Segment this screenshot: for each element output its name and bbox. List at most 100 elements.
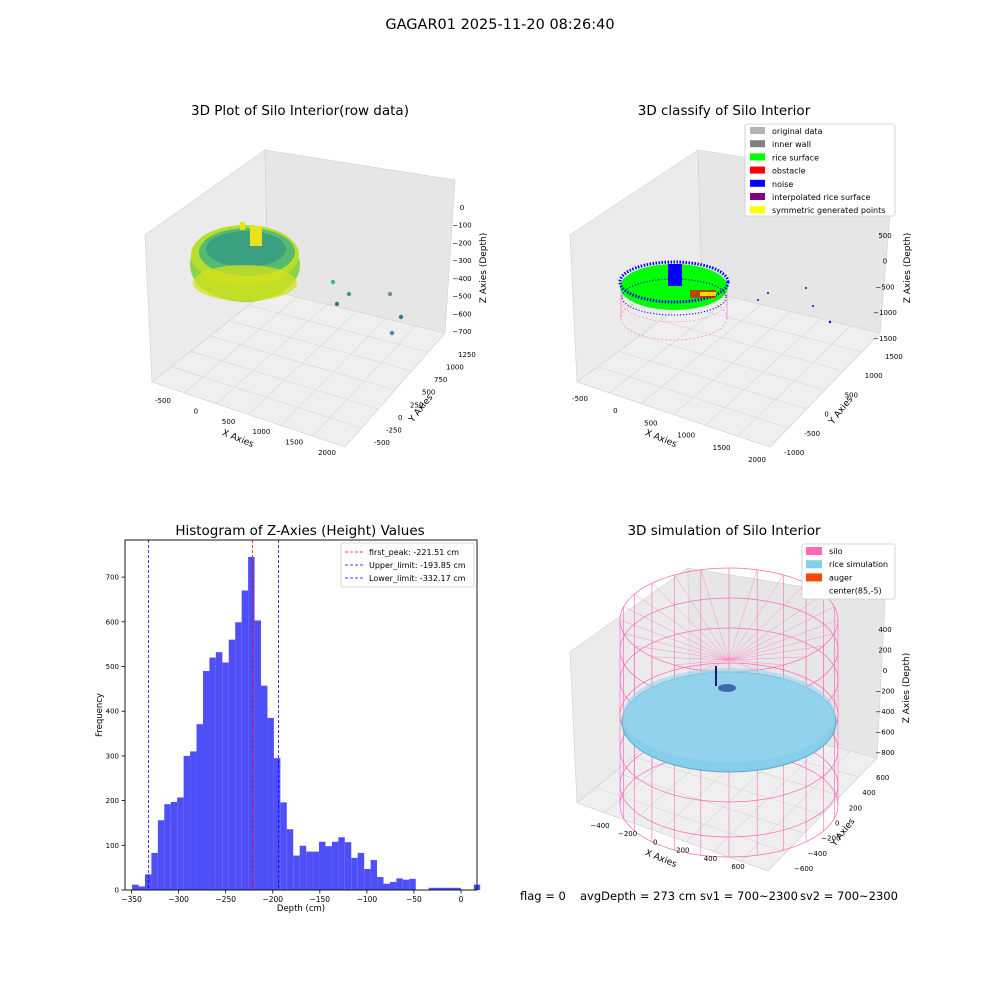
simulation-y-tick-label: 400 xyxy=(862,789,875,797)
simulation-z-tick-label: −400 xyxy=(875,708,894,716)
gridline xyxy=(216,304,328,404)
figure-suptitle: GAGAR01 2025-11-20 08:26:40 xyxy=(385,17,615,33)
x-tick-label: −200 xyxy=(262,895,283,904)
histogram-bar xyxy=(164,804,171,890)
raw-y-tick-labels: -500 -250 0 250 500 750 1000 1250 xyxy=(374,351,476,447)
classify-y-tick-label: 1000 xyxy=(865,372,883,380)
histogram-bar xyxy=(306,851,313,890)
raw-y-tick-label: 250 xyxy=(410,401,423,409)
y-tick-label: 600 xyxy=(106,618,119,626)
gridline xyxy=(312,325,416,437)
x-tick-label: −350 xyxy=(121,895,142,904)
classify-y-tick-label: 500 xyxy=(845,391,858,399)
silo-roof-strut xyxy=(728,574,784,661)
legend-label: rice simulation xyxy=(829,560,888,569)
histogram-bar xyxy=(364,868,371,890)
simulation-z-tick-label: −800 xyxy=(875,749,894,757)
histogram-bar xyxy=(215,652,223,890)
raw-x-tick-labels: -500 0 500 1000 1500 2000 xyxy=(155,397,336,457)
histogram-bar xyxy=(383,883,390,890)
silo-roof-strut xyxy=(623,633,730,661)
histogram-plot-frame xyxy=(124,539,478,891)
legend-swatch xyxy=(806,573,822,582)
gridline xyxy=(248,311,357,415)
raw-y-tick-label: 1000 xyxy=(446,364,464,372)
classify-y-tick-label: -1000 xyxy=(784,449,804,457)
legend-label: symmetric generated points xyxy=(772,206,885,215)
y-tick-label: 300 xyxy=(106,752,119,760)
raw-z-tick-label: −200 xyxy=(452,239,471,247)
raw-z-tick-label: −400 xyxy=(452,275,471,283)
footer-sv2: sv2 = 700~2300 xyxy=(800,889,898,903)
silo-roof-strut xyxy=(728,606,835,661)
histogram-bar xyxy=(248,556,255,890)
histogram-bar xyxy=(183,755,191,890)
silo-roof-strut xyxy=(674,574,730,661)
legend-label: silo xyxy=(829,547,843,556)
simulation-x-tick-label: −400 xyxy=(590,822,609,830)
raw-y-tick-label: 0 xyxy=(398,414,402,422)
silo-roof-strut xyxy=(700,659,730,671)
gridline xyxy=(280,318,387,426)
histogram-bar xyxy=(299,845,307,890)
legend-swatch xyxy=(750,153,765,161)
simulation-y-tick-label: −200 xyxy=(821,835,840,843)
raw-y-tick-label: 1250 xyxy=(458,351,476,359)
raw-3d-chart: -500 0 500 1000 1500 2000 -500 -250 0 250 500 750 1… xyxy=(144,149,489,457)
histogram-bar xyxy=(441,887,448,890)
simulation-x-tick-label: 400 xyxy=(704,855,717,863)
silo-roof-strut xyxy=(728,645,824,661)
classify-y-axis-label: Y Axies xyxy=(827,395,856,428)
raw-z-tick-label: −300 xyxy=(452,257,471,265)
raw-x-tick-label: 0 xyxy=(194,407,198,415)
silo-roof-strut xyxy=(651,583,730,661)
x-tick-label: −150 xyxy=(309,895,330,904)
histogram-y-axis-label: Frequency xyxy=(95,693,105,737)
gridline xyxy=(769,332,881,448)
histogram-bar xyxy=(338,837,345,890)
gridline xyxy=(151,289,269,383)
classify-z-tick-label: 500 xyxy=(878,232,891,240)
gridline xyxy=(737,325,851,437)
x-tick-label: 0 xyxy=(459,895,464,904)
histogram-x-ticks: −350 −300 −250 −200 −150 −100 −50 0 xyxy=(121,890,464,904)
histogram-bar xyxy=(190,751,197,890)
legend-swatch xyxy=(750,179,765,187)
gridline xyxy=(767,757,878,872)
footer-sv1: sv1 = 700~2300 xyxy=(700,889,798,903)
raw-y-tick-label: 500 xyxy=(422,389,435,397)
silo-roof-strut xyxy=(728,583,807,661)
histogram-bar xyxy=(254,620,261,890)
simulation-y-tick-label: 200 xyxy=(849,804,862,812)
legend-swatch xyxy=(750,166,765,174)
raw-gridlines xyxy=(151,289,446,448)
histogram-bar xyxy=(209,657,216,890)
silo-roof-strut xyxy=(634,593,730,661)
raw-y-tick-label: -250 xyxy=(386,426,402,434)
classify-z-tick-label: −1500 xyxy=(873,335,897,343)
histogram-bar xyxy=(331,841,339,890)
classify-legend: original data inner wall rice surface obsta… xyxy=(744,123,896,217)
legend-swatch xyxy=(806,560,822,569)
simulation-x-tick-label: 600 xyxy=(731,863,744,871)
gridline xyxy=(183,296,298,394)
legend-swatch xyxy=(750,193,765,200)
gridline xyxy=(713,744,824,852)
histogram-bar xyxy=(267,717,274,890)
legend-label: center(85,-5) xyxy=(829,587,882,596)
classify-z-tick-label: −1000 xyxy=(873,309,897,317)
classify-x-tick-label: 1000 xyxy=(677,432,695,440)
simulation-x-tick-label: 200 xyxy=(676,847,689,855)
gridline xyxy=(633,756,823,815)
raw-z-axis-label: Z Axies (Depth) xyxy=(479,233,489,304)
histogram-y-ticks: 0 100 200 300 400 500 600 700 xyxy=(106,574,125,895)
histogram-bar xyxy=(261,685,268,890)
legend-label: inner wall xyxy=(772,140,811,149)
simulation-z-tick-label: −200 xyxy=(875,688,894,696)
histogram-bar xyxy=(273,758,281,890)
gridline xyxy=(344,332,446,448)
histogram-bar xyxy=(447,887,455,890)
legend-swatch xyxy=(750,140,765,148)
silo-roof-strut xyxy=(651,656,730,661)
raw-x-tick-label: 2000 xyxy=(318,449,336,457)
